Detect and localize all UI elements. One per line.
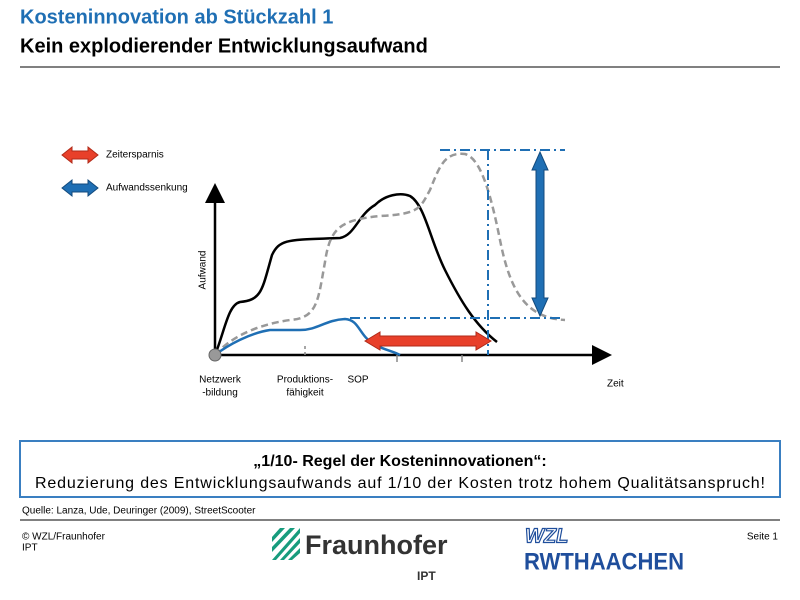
page-number: Seite 1 (747, 532, 779, 543)
legend-label: Zeitersparnis (106, 150, 164, 161)
source: Quelle: Lanza, Ude, Deuringer (2009), St… (22, 506, 256, 517)
callout-text: Reduzierung des Entwicklungsaufwands auf… (35, 475, 765, 492)
curve-innovation (214, 317, 401, 357)
fraunhofer-logo: Fraunhofer IPT (272, 528, 448, 583)
curve-conventional (213, 193, 498, 356)
copyright: IPT (22, 543, 38, 554)
wzl: WZL (525, 525, 568, 547)
callout-box (19, 440, 781, 498)
milestone: -bildung (202, 388, 238, 399)
time-arrow (364, 331, 492, 351)
fraunhofer-unit: IPT (417, 569, 436, 583)
origin-marker (208, 348, 222, 362)
milestone: Produktions- (277, 375, 333, 386)
callout-title: „1/10- Regel der Kosteninnovationen“: (253, 453, 546, 470)
title: Kosteninnovation ab Stückzahl 1 (20, 6, 333, 28)
curve-previous (214, 152, 566, 356)
milestone: SOP (347, 375, 368, 386)
effort-arrow (531, 150, 549, 318)
legend-arrow-red (61, 145, 99, 165)
milestone: fähigkeit (286, 388, 323, 399)
copyright: © WZL/Fraunhofer (22, 532, 106, 543)
milestone: Netzwerk (199, 375, 242, 386)
legend-arrow-blue (61, 178, 99, 198)
x-label: Zeit (607, 379, 624, 390)
rwth: RWTHAACHEN (524, 548, 684, 575)
rwth-logo: WZL RWTHAACHEN (524, 525, 684, 576)
diagram: Aufwand Zeit Netzwerk -bildung Produktio… (198, 149, 624, 399)
y-label: Aufwand (198, 251, 209, 290)
subtitle: Kein explodierender Entwicklungsaufwand (20, 35, 428, 57)
fraunhofer-name: Fraunhofer (305, 530, 448, 560)
legend-label: Aufwandssenkung (106, 183, 188, 194)
